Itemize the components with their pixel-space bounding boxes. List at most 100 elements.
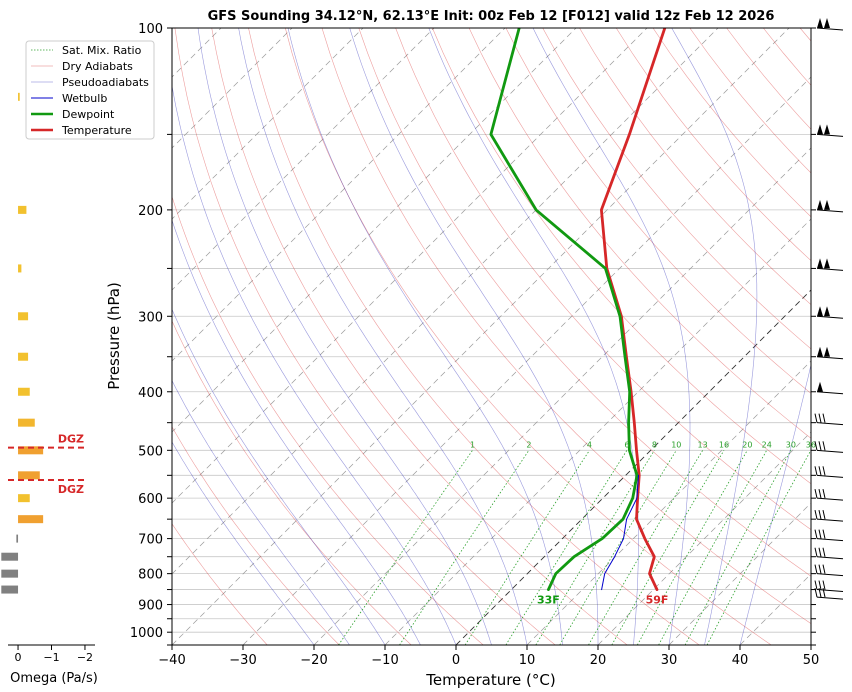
wind-barb-feather bbox=[818, 588, 822, 598]
wind-barb-feather bbox=[814, 510, 818, 520]
wind-barb-staff bbox=[816, 422, 844, 426]
dry-adiabat bbox=[468, 28, 811, 439]
x-tick-label: 50 bbox=[803, 653, 820, 668]
omega-bar bbox=[18, 352, 29, 361]
wind-barb-feather bbox=[818, 580, 822, 590]
wind-barb-staff bbox=[816, 518, 844, 522]
skewt-grid bbox=[0, 28, 852, 645]
wind-barb-staff bbox=[816, 209, 844, 213]
y-tick-label: 100 bbox=[138, 22, 163, 37]
dry-adiabat bbox=[799, 28, 811, 42]
mixing-ratio-line bbox=[588, 450, 704, 645]
wind-barb-flag bbox=[824, 18, 830, 28]
wind-barb-feather bbox=[818, 547, 822, 557]
x-tick-label: −40 bbox=[158, 653, 185, 668]
dry-adiabat bbox=[395, 28, 811, 531]
omega-bar bbox=[18, 92, 20, 101]
mixing-ratio-line bbox=[399, 450, 530, 645]
wind-barb-feather bbox=[814, 413, 818, 423]
omega-bar bbox=[1, 569, 19, 578]
wind-barb-feather bbox=[814, 441, 818, 451]
wind-barb-feather bbox=[814, 466, 818, 476]
y-axis-label: Pressure (hPa) bbox=[105, 282, 123, 390]
mixing-ratio-line bbox=[611, 450, 725, 645]
pseudoadiabat bbox=[197, 28, 492, 645]
mixing-ratio-label: 20 bbox=[742, 440, 752, 449]
omega-tick-label: −2 bbox=[77, 651, 93, 664]
wind-barb-staff bbox=[816, 315, 844, 319]
wind-barb-staff bbox=[816, 474, 844, 478]
mixing-ratio-line bbox=[535, 450, 655, 645]
pseudoadiabat bbox=[172, 441, 315, 645]
pseudoadiabat bbox=[428, 28, 639, 645]
omega-bar bbox=[1, 552, 19, 561]
wind-barb-staff bbox=[816, 589, 844, 593]
legend-label-pseudo: Pseudoadiabats bbox=[62, 76, 149, 89]
mixing-ratio-line bbox=[338, 450, 473, 645]
plot-frame bbox=[171, 27, 812, 646]
mixing-ratio-label: 8 bbox=[652, 440, 657, 449]
y-tick-label: 300 bbox=[138, 310, 163, 325]
wind-barb-flag bbox=[824, 124, 830, 135]
y-tick-label: 800 bbox=[138, 568, 163, 583]
wind-barb-flag bbox=[824, 306, 830, 317]
wind-barb-flag bbox=[817, 346, 823, 357]
mixing-ratio-line bbox=[505, 450, 628, 645]
y-tick-label: 600 bbox=[138, 492, 163, 507]
skewt-series bbox=[489, 28, 667, 591]
pseudoadiabat bbox=[287, 28, 563, 645]
y-tick-label: 200 bbox=[138, 204, 163, 219]
mixing-ratio-label: 13 bbox=[698, 440, 708, 449]
dry-adiabat bbox=[432, 28, 811, 485]
omega-bar bbox=[18, 418, 35, 427]
mixing-ratio-line bbox=[658, 450, 768, 645]
x-tick-label: −20 bbox=[300, 653, 327, 668]
mixing-ratio-line bbox=[559, 450, 677, 645]
wind-barb-staff bbox=[816, 27, 844, 31]
omega-bar bbox=[18, 494, 30, 503]
isotherm-line bbox=[384, 218, 811, 645]
legend-label-dewpoint: Dewpoint bbox=[62, 108, 115, 121]
isotherm-line bbox=[172, 28, 719, 575]
wind-barb-flag bbox=[817, 381, 823, 392]
isotherm-line bbox=[172, 28, 790, 645]
y-tick-label: 500 bbox=[138, 444, 163, 459]
isotherm-line bbox=[313, 147, 811, 645]
chart-title: GFS Sounding 34.12°N, 62.13°E Init: 00z … bbox=[208, 9, 775, 24]
dry-adiabat bbox=[358, 28, 811, 577]
wind-barb-feather bbox=[814, 529, 818, 539]
y-tick-label: 1000 bbox=[130, 626, 163, 641]
omega-axis-label: Omega (Pa/s) bbox=[10, 671, 98, 686]
wind-barb-feather bbox=[822, 489, 826, 499]
wind-barb-feather bbox=[818, 510, 822, 520]
wind-barb-staff bbox=[816, 538, 844, 542]
dry-adiabat bbox=[285, 28, 772, 645]
dgz-label: DGZ bbox=[58, 433, 84, 446]
isotherm-line bbox=[739, 573, 811, 645]
legend-label-mix: Sat. Mix. Ratio bbox=[62, 44, 142, 57]
wind-barb-feather bbox=[822, 547, 826, 557]
surface-temperature-label: 59F bbox=[646, 594, 669, 607]
omega-bar bbox=[16, 534, 19, 543]
dry-adiabat bbox=[542, 28, 811, 350]
dry-adiabat bbox=[763, 28, 811, 86]
wind-barb-feather bbox=[822, 588, 826, 598]
omega-tick-label: −1 bbox=[43, 651, 59, 664]
wind-barb-feather bbox=[818, 529, 822, 539]
dry-adiabat bbox=[837, 28, 852, 645]
wind-barb-staff bbox=[816, 596, 844, 600]
mixing-ratio-label: 16 bbox=[719, 440, 729, 449]
wind-barb-staff bbox=[816, 391, 844, 395]
omega-bar bbox=[1, 585, 19, 594]
wind-barb-feather bbox=[818, 441, 822, 451]
wind-barb-flag bbox=[824, 258, 830, 269]
wind-barb-feather bbox=[822, 413, 826, 423]
isotherm-line bbox=[0, 28, 8, 645]
pseudoadiabat bbox=[238, 28, 528, 645]
x-tick-label: 20 bbox=[590, 653, 607, 668]
wind-barb-feather bbox=[814, 564, 818, 574]
series-dewpoint-line bbox=[489, 28, 639, 591]
legend-label-wetbulb: Wetbulb bbox=[62, 92, 107, 105]
wind-barb-staff bbox=[816, 356, 844, 360]
